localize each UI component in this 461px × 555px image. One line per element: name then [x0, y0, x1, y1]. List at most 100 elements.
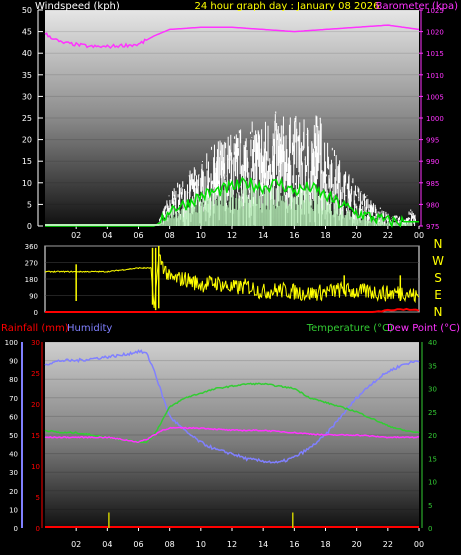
- x-tick-label: 12: [227, 540, 237, 549]
- hum-axis-title: Humidity: [67, 323, 112, 334]
- x-tick-label: 00: [414, 540, 424, 549]
- x-tick-label: 20: [352, 540, 362, 549]
- x-tick-label: 22: [383, 540, 393, 549]
- x-tick-label: 02: [71, 540, 81, 549]
- hum-tick-label: 30: [9, 469, 18, 477]
- compass-label: N: [434, 305, 443, 319]
- x-tick-label: 20: [352, 231, 362, 240]
- x-tick-label: 00: [414, 231, 424, 240]
- x-tick-label: 22: [383, 231, 393, 240]
- hum-tick-label: 20: [9, 488, 18, 496]
- x-tick-label: 06: [133, 231, 143, 240]
- compass-label: E: [434, 288, 442, 302]
- temp-tick-label: 40: [428, 339, 437, 347]
- temp-humidity-panel: 0102030405060708090100051015202530051015…: [1, 323, 460, 549]
- x-tick-label: 10: [196, 540, 206, 549]
- wind-tick-label: 40: [22, 49, 32, 58]
- x-tick-label: 04: [102, 231, 112, 240]
- dew-axis-title: Dew Point (°C): [387, 323, 460, 334]
- temp-tick-label: 35: [428, 362, 437, 370]
- hum-tick-label: 90: [9, 358, 18, 366]
- x-tick-label: 08: [165, 540, 175, 549]
- x-tick-label: 06: [133, 540, 143, 549]
- baro-tick-label: 1020: [426, 29, 444, 37]
- x-tick-label: 16: [289, 540, 299, 549]
- humidity-line: [44, 349, 420, 464]
- hum-tick-label: 80: [9, 376, 18, 384]
- hum-tick-label: 10: [9, 506, 18, 514]
- wind-tick-label: 20: [22, 136, 32, 145]
- compass-label: S: [434, 271, 442, 285]
- temp-tick-label: 5: [428, 502, 432, 510]
- x-tick-label: 18: [320, 231, 330, 240]
- rain-axis-title: Rainfall (mm): [1, 323, 69, 334]
- compass-label: N: [434, 237, 443, 251]
- hum-tick-label: 40: [9, 451, 18, 459]
- rain-tick-label: 0: [36, 525, 40, 533]
- dir-tick-label: 180: [25, 276, 38, 284]
- baro-tick-label: 990: [426, 158, 439, 166]
- x-tick-label: 18: [320, 540, 330, 549]
- rain-tick-label: 20: [31, 401, 40, 409]
- hum-tick-label: 0: [14, 525, 18, 533]
- x-tick-label: 14: [258, 540, 268, 549]
- compass-label: W: [432, 254, 444, 268]
- x-tick-label: 10: [196, 231, 206, 240]
- wind-axis-title: Windspeed (kph): [35, 1, 120, 12]
- temp-axis-title: Temperature (°C): [306, 323, 393, 334]
- hum-tick-label: 100: [5, 339, 18, 347]
- temp-tick-label: 20: [428, 432, 437, 440]
- dir-tick-label: 90: [29, 293, 38, 301]
- wind-tick-label: 25: [22, 114, 32, 123]
- wind-tick-label: 45: [22, 28, 32, 37]
- hum-tick-label: 60: [9, 413, 18, 421]
- baro-tick-label: 975: [426, 223, 439, 231]
- dew-point-line: [44, 426, 420, 443]
- baro-tick-label: 1025: [426, 7, 444, 15]
- baro-tick-label: 1015: [426, 50, 444, 58]
- x-tick-label: 02: [71, 231, 81, 240]
- rain-tick-label: 30: [31, 339, 40, 347]
- wind-tick-label: 5: [27, 200, 32, 209]
- baro-tick-label: 1010: [426, 72, 444, 80]
- dir-tick-label: 270: [25, 260, 38, 268]
- x-tick-label: 16: [289, 231, 299, 240]
- temp-tick-label: 0: [428, 525, 432, 533]
- temp-tick-label: 30: [428, 386, 437, 394]
- rain-tick-label: 10: [31, 463, 40, 471]
- wind-tick-label: 30: [22, 92, 32, 101]
- rain-tick-label: 15: [31, 432, 40, 440]
- chart-title: 24 hour graph day : January 08 2026: [195, 1, 380, 12]
- wind-tick-label: 50: [22, 6, 32, 15]
- baro-tick-label: 1005: [426, 93, 444, 101]
- wind-tick-label: 15: [22, 157, 32, 166]
- wind-tick-label: 0: [27, 222, 32, 231]
- wind-tick-label: 35: [22, 71, 32, 80]
- rain-tick-label: 5: [36, 494, 40, 502]
- wind-direction-line: [44, 254, 420, 308]
- temp-tick-label: 15: [428, 455, 437, 463]
- baro-axis-title: Barometer (kpa): [376, 1, 458, 12]
- wind-tick-label: 10: [22, 179, 32, 188]
- temp-tick-label: 10: [428, 479, 437, 487]
- baro-tick-label: 985: [426, 180, 439, 188]
- x-tick-label: 14: [258, 231, 268, 240]
- dir-tick-label: 0: [34, 309, 38, 317]
- hum-tick-label: 50: [9, 432, 18, 440]
- baro-tick-label: 980: [426, 201, 439, 209]
- baro-tick-label: 995: [426, 137, 439, 145]
- hum-tick-label: 70: [9, 395, 18, 403]
- x-tick-label: 04: [102, 540, 112, 549]
- baro-tick-label: 1000: [426, 115, 444, 123]
- x-tick-label: 08: [165, 231, 175, 240]
- wind-baro-panel: 0510152025303540455097598098599099510001…: [22, 1, 458, 240]
- temp-tick-label: 25: [428, 409, 437, 417]
- rain-tick-label: 25: [31, 370, 40, 378]
- x-tick-label: 12: [227, 231, 237, 240]
- rain-rate-line: [45, 307, 420, 313]
- dir-tick-label: 360: [25, 243, 38, 251]
- barometer-line: [44, 24, 420, 50]
